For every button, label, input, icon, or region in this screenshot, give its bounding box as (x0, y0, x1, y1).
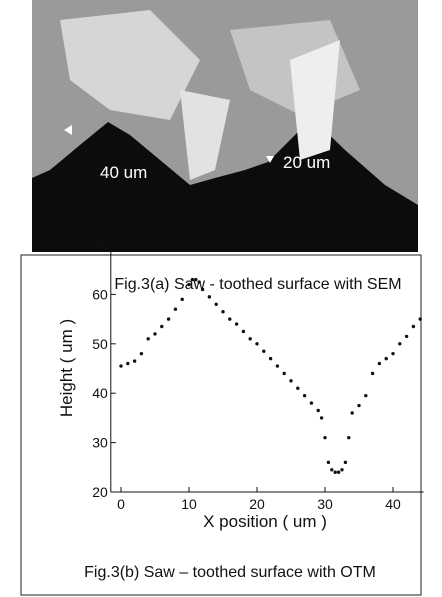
data-point (166, 317, 171, 321)
data-point (296, 386, 300, 390)
data-point (190, 277, 195, 282)
y-tick-label: 70 (92, 237, 108, 253)
data-point (221, 309, 225, 314)
x-tick-label: 30 (317, 496, 333, 512)
data-point (187, 282, 191, 287)
x-tick-label: 20 (249, 496, 265, 512)
data-point (132, 359, 137, 363)
data-point (309, 401, 314, 405)
data-point (173, 307, 178, 311)
data-point (347, 435, 351, 440)
y-tick-label: 20 (92, 484, 108, 500)
x-tick-label: 0 (117, 496, 125, 512)
data-point (289, 379, 293, 383)
data-point (319, 416, 324, 420)
caption-b: Fig.3(b) Saw – toothed surface with OTM (84, 564, 376, 581)
data-point (398, 342, 402, 346)
data-point (139, 351, 144, 356)
x-tick-label: 40 (385, 496, 401, 512)
frame (20, 254, 422, 596)
data-point (234, 322, 239, 326)
data-point (391, 351, 395, 356)
y-tick-label: 60 (92, 286, 108, 302)
y-tick-label: 50 (92, 336, 108, 352)
data-point (282, 371, 286, 376)
data-point (350, 411, 354, 415)
data-point (194, 277, 198, 282)
data-point (370, 371, 375, 376)
scale-label: 20 um (283, 153, 330, 172)
data-point (197, 280, 201, 284)
data-point (275, 364, 280, 368)
x-axis-label: X position ( um ) (203, 512, 327, 531)
data-point (411, 324, 416, 329)
data-point (228, 317, 232, 321)
data-point (248, 337, 252, 341)
data-point (418, 317, 422, 321)
data-point (268, 356, 273, 361)
y-tick-label: 40 (92, 385, 108, 401)
data-point (336, 470, 341, 474)
data-point (153, 332, 157, 336)
caption-a: Fig.3(a) Saw - toothed surface with SEM (114, 276, 401, 293)
data-point (330, 468, 334, 472)
data-point (255, 342, 259, 346)
x-tick-label: 10 (181, 496, 197, 512)
data-point (126, 361, 130, 366)
data-point (404, 334, 409, 339)
data-point (302, 393, 307, 398)
scale-label: 40 um (100, 163, 147, 182)
data-point (357, 403, 361, 408)
data-point (333, 470, 337, 474)
data-point (364, 393, 368, 398)
y-tick-label: 30 (92, 435, 108, 451)
data-point (200, 287, 205, 292)
data-point (340, 468, 344, 472)
data-point (262, 349, 266, 353)
data-point (316, 408, 320, 413)
data-point (207, 295, 212, 299)
data-point (214, 302, 218, 306)
data-point (160, 324, 164, 329)
data-point (119, 364, 123, 368)
y-axis-label: Height ( um ) (57, 319, 76, 417)
data-point (241, 329, 246, 334)
data-point (377, 361, 382, 366)
sem-image (32, 0, 418, 252)
data-point (326, 460, 331, 465)
data-point (146, 337, 150, 341)
data-point (323, 435, 327, 440)
data-point (343, 460, 348, 465)
data-point (384, 356, 388, 361)
data-point (180, 297, 184, 302)
